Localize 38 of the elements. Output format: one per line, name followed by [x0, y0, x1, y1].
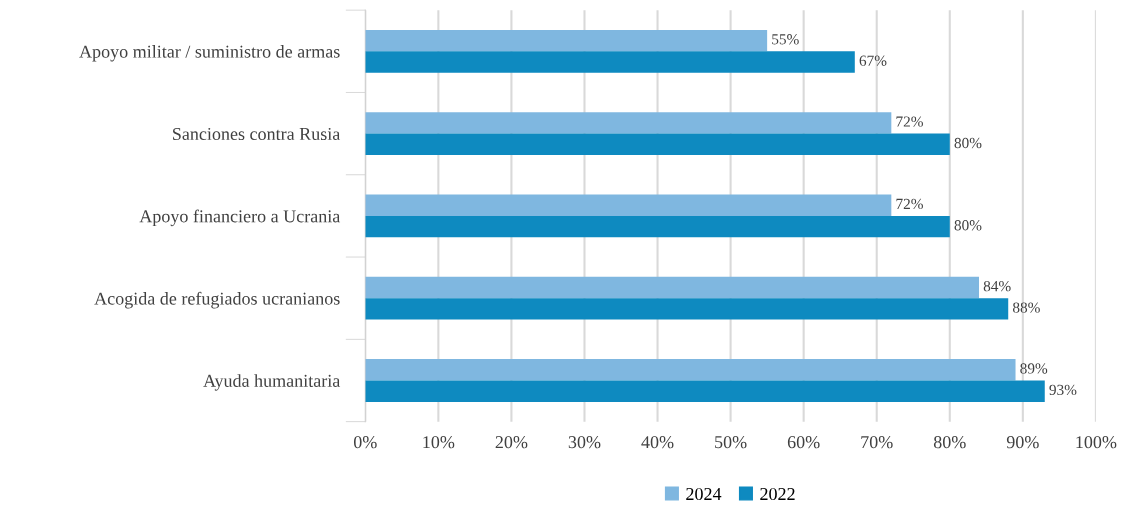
x-tick-label: 0% — [353, 436, 377, 449]
x-tick-label: 70% — [861, 436, 893, 449]
legend-label: 2022 — [760, 487, 795, 501]
bar — [365, 51, 855, 73]
data-label: 55% — [772, 34, 799, 45]
x-tick-label: 80% — [933, 436, 966, 449]
bar — [365, 298, 1009, 320]
bar — [365, 359, 1016, 381]
bar — [365, 380, 1045, 402]
data-label: 72% — [896, 116, 923, 127]
data-label: 67% — [859, 55, 887, 66]
x-tick-label: 60% — [787, 436, 820, 449]
data-label: 88% — [1012, 302, 1040, 313]
data-label: 84% — [983, 281, 1011, 292]
x-tick-label: 30% — [568, 436, 601, 449]
bar — [365, 215, 950, 238]
bar — [365, 276, 979, 299]
bar — [365, 133, 950, 155]
y-tick-label: Sanciones contra Rusia — [173, 127, 341, 141]
y-tick-label: Acogida de refugiados ucranianos — [94, 291, 340, 309]
y-tick-label: Apoyo financiero a Ucrania — [139, 209, 341, 227]
bar — [365, 29, 768, 52]
x-tick-label: 10% — [423, 436, 455, 449]
data-label: 72% — [896, 198, 923, 210]
data-label: 89% — [1020, 363, 1048, 374]
x-tick-label: 50% — [715, 436, 747, 449]
x-tick-label: 40% — [641, 436, 674, 449]
y-tick-label: Ayuda humanitaria — [203, 374, 341, 391]
data-label: 80% — [954, 220, 982, 231]
bar — [365, 194, 892, 216]
legend-label: 2024 — [686, 487, 722, 501]
x-tick-label: 100% — [1076, 436, 1117, 449]
bar — [365, 112, 892, 134]
data-label: 80% — [954, 137, 982, 149]
data-label: 93% — [1049, 384, 1077, 396]
y-tick-label: Apoyo militar / suministro de armas — [79, 45, 340, 62]
x-tick-label: 20% — [495, 436, 528, 449]
x-tick-label: 90% — [1006, 436, 1039, 449]
